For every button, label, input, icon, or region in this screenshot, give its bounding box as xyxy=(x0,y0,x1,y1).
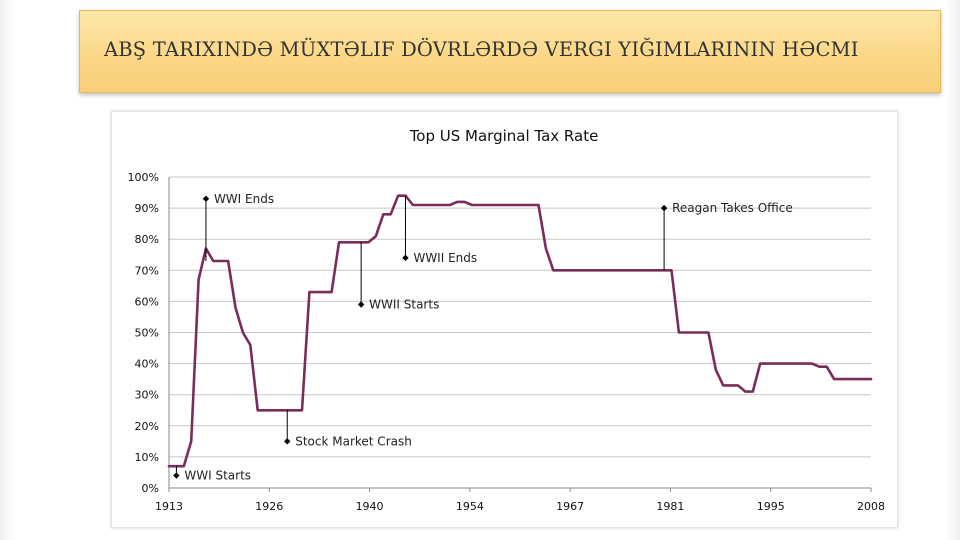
annotation-label: Stock Market Crash xyxy=(295,434,412,448)
y-tick-label: 10% xyxy=(135,451,159,464)
series-layer xyxy=(167,194,873,468)
chart-title: Top US Marginal Tax Rate xyxy=(409,127,599,145)
y-tick-label: 0% xyxy=(142,482,159,495)
y-tick-label: 30% xyxy=(135,389,159,402)
slide-title: ABŞ TARIXINDƏ MÜXTƏLIF DÖVRLƏRDƏ VERGI Y… xyxy=(104,38,859,61)
x-tick-label: 1940 xyxy=(356,500,384,513)
x-tick-label: 1926 xyxy=(255,500,283,513)
annotation-marker xyxy=(402,254,409,262)
annotation-label: Reagan Takes Office xyxy=(672,201,793,215)
annotation-label: WWI Starts xyxy=(184,469,251,483)
annotation-label: WWI Ends xyxy=(214,192,274,206)
y-tick-label: 50% xyxy=(135,327,159,340)
tax-rate-line-chart: Top US Marginal Tax Rate 0% 10% 20% 30% 40% 5… xyxy=(128,127,885,513)
axes xyxy=(168,177,872,492)
annotation-marker xyxy=(357,301,365,308)
annotation-marker xyxy=(660,204,668,212)
chart-frame: Top US Marginal Tax Rate 0% 10% 20% 30% 40% 5… xyxy=(111,111,898,528)
annotation-label: WWII Starts xyxy=(369,298,439,312)
y-tick-label: 90% xyxy=(135,202,159,215)
x-tick-label: 1995 xyxy=(757,500,785,513)
grid-lines xyxy=(169,176,871,458)
y-tick-label: 100% xyxy=(128,171,159,184)
annotations: WWI Starts WWI Ends Stock Market Crash WWII… xyxy=(173,192,793,483)
slide-title-banner xyxy=(79,10,941,93)
annotation-marker xyxy=(284,438,291,445)
y-tick-label: 60% xyxy=(135,295,159,308)
annotation-label: WWII Ends xyxy=(413,251,477,265)
tick-labels: 0% 10% 20% 30% 40% 50% 60% 70% 80% 90% 100% 1913 192… xyxy=(128,171,885,513)
y-tick-label: 70% xyxy=(135,264,159,277)
x-tick-label: 2008 xyxy=(857,500,885,513)
y-tick-label: 40% xyxy=(135,358,159,371)
x-tick-label: 1913 xyxy=(155,500,183,513)
slide-edge-shadow-left xyxy=(0,0,14,540)
x-tick-label: 1967 xyxy=(556,500,584,513)
slide-edge-shadow-right xyxy=(946,0,960,540)
y-tick-label: 20% xyxy=(135,420,159,433)
y-tick-label: 80% xyxy=(135,233,159,246)
annotation-marker xyxy=(202,195,210,202)
x-tick-label: 1954 xyxy=(456,500,484,513)
x-tick-label: 1981 xyxy=(656,500,684,513)
annotation-marker xyxy=(173,472,180,479)
series-line xyxy=(167,194,873,468)
